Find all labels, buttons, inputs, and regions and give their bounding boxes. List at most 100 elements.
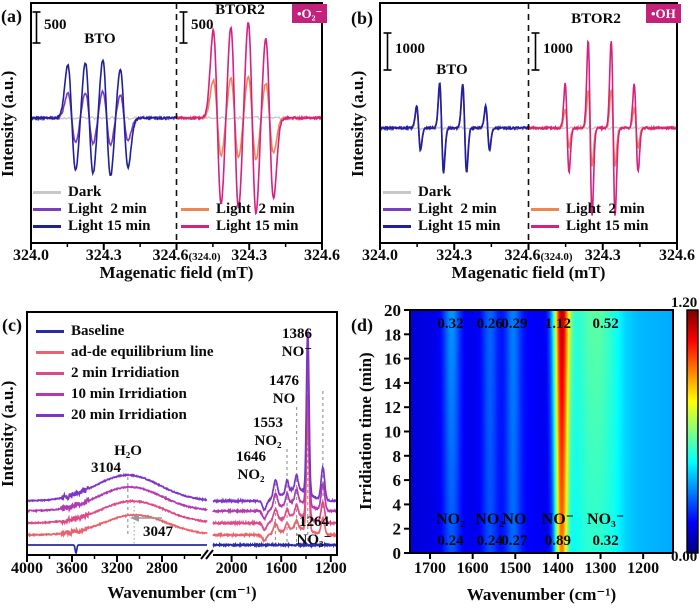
x-axis-label-a: Magenatic field (mT) bbox=[99, 263, 254, 282]
scale-bar-value-b-left: 1000 bbox=[395, 41, 425, 57]
material-label-bto-b: BTO bbox=[436, 62, 468, 78]
radical-badge-hydroxyl: •OH bbox=[646, 4, 681, 23]
heatmap-species-label: NO bbox=[502, 511, 526, 528]
legend-a-bto: Dark Light 2 min Light 15 min bbox=[33, 184, 151, 235]
legend-row: 2 min Irridiation bbox=[36, 363, 214, 384]
heatmap-value-bottom: 0.24 bbox=[477, 533, 504, 549]
panel-tag-a: (a) bbox=[1, 6, 22, 26]
x-tick-label: 324.3 bbox=[585, 247, 621, 264]
ftir-curve-right bbox=[212, 541, 337, 549]
heatmap-value-top: 0.32 bbox=[437, 316, 463, 332]
legend-label: Light 2 min bbox=[68, 201, 147, 217]
x-tick-label: 4000 bbox=[11, 560, 43, 577]
peak-annotation-wavenumber: 1646 bbox=[236, 449, 267, 465]
peak-annotation-species: NO bbox=[273, 391, 296, 407]
legend-row: Dark bbox=[383, 184, 501, 201]
x-tick-label: 324.0 bbox=[13, 247, 49, 264]
axis-break-slash bbox=[200, 549, 209, 560]
x-tick-label: 1600 bbox=[265, 560, 297, 577]
legend-row: Baseline bbox=[36, 321, 214, 342]
heatmap-species-label: NO₂ bbox=[475, 511, 504, 528]
legend-b-btor2: Light 2 min Light 15 min bbox=[531, 201, 649, 235]
panel-tag-b: (b) bbox=[351, 8, 373, 28]
y-axis-label-c: Intensity (a.u.) bbox=[0, 380, 17, 487]
x-tick-label: 1500 bbox=[499, 560, 531, 577]
y-tick-label: 18 bbox=[384, 325, 401, 344]
legend-label: Light 2 min bbox=[216, 201, 295, 217]
material-label-bto-a: BTO bbox=[84, 31, 116, 47]
legend-label: Dark bbox=[418, 184, 452, 200]
legend-label: Light 15 min bbox=[68, 218, 151, 234]
legend-label: Light 15 min bbox=[418, 218, 501, 234]
ftir-curve-left bbox=[27, 513, 208, 538]
legend-label: Dark bbox=[68, 184, 102, 200]
legend-row: Light 2 min bbox=[531, 201, 649, 218]
ftir-plot-c: 4000 3600 3200 2800 2000 1600 1200 1386 NO⁻ 1476 N… bbox=[11, 311, 347, 577]
panel-d-heatmap: 0 2 4 6 8 10 12 14 16 18 20 1700 1600 1500 1400 1300 120… bbox=[350, 295, 700, 610]
y-axis-label-a: Intensity (a.u.) bbox=[0, 70, 17, 177]
legend-row: 10 min Irridiation bbox=[36, 384, 214, 405]
ftir-curve-right bbox=[212, 363, 337, 522]
legend-line-sample bbox=[36, 330, 64, 333]
x-tick-inset: (324.0) bbox=[189, 251, 221, 263]
heatmap-value-bottom: 0.32 bbox=[593, 533, 619, 549]
legend-line-sample bbox=[383, 208, 411, 211]
legend-line-sample bbox=[531, 208, 559, 211]
x-tick-label: 1200 bbox=[315, 560, 347, 577]
scale-bar-value-b-right: 1000 bbox=[543, 41, 573, 57]
x-axis-label-d: Wavenumber (cm⁻¹) bbox=[466, 585, 617, 604]
legend-label: Light 15 min bbox=[566, 218, 649, 234]
ftir-curve-right bbox=[212, 394, 337, 532]
legend-line-sample bbox=[33, 208, 61, 211]
water-annotation-species: H₂O bbox=[114, 443, 142, 459]
peak-annotation-species: NO₂ bbox=[238, 467, 266, 483]
x-tick-label: 2800 bbox=[146, 560, 178, 577]
scale-bar-value-a-left: 500 bbox=[44, 17, 67, 33]
x-tick-label: 324.6 bbox=[659, 247, 695, 264]
legend-line-sample bbox=[33, 225, 61, 228]
x-tick-label: 1200 bbox=[627, 560, 659, 577]
colorbar-min-label: 0.00 bbox=[671, 549, 698, 565]
y-tick-label: 12 bbox=[384, 398, 401, 417]
legend-label: 20 min Irridiation bbox=[71, 407, 187, 423]
legend-a-btor2: Light 2 min Light 15 min bbox=[181, 201, 299, 235]
y-tick-label: 16 bbox=[384, 350, 401, 369]
peak-annotation-wavenumber: 1264 bbox=[299, 514, 330, 530]
legend-label: Baseline bbox=[71, 323, 125, 339]
legend-b-bto: Dark Light 2 min Light 15 min bbox=[383, 184, 501, 235]
legend-line-sample bbox=[531, 225, 559, 228]
y-tick-label: 14 bbox=[384, 374, 402, 393]
peak-annotation-wavenumber: 1553 bbox=[253, 415, 283, 431]
heatmap-species-label: NO₂ bbox=[436, 511, 465, 528]
legend-row: Light 15 min bbox=[531, 218, 649, 235]
legend-row: Light 15 min bbox=[383, 218, 501, 235]
colorbar-max-label: 1.20 bbox=[671, 295, 698, 311]
x-tick-label: 1400 bbox=[542, 560, 574, 577]
heatmap-overlay: 0 2 4 6 8 10 12 14 16 18 20 1700 1600 1500 1400 1300 120… bbox=[384, 301, 699, 577]
x-tick-label: 2000 bbox=[216, 560, 248, 577]
panel-tag-d: (d) bbox=[351, 315, 373, 335]
peak-annotation-wavenumber: 1386 bbox=[282, 326, 313, 342]
x-tick-inset: (324.0) bbox=[541, 251, 573, 263]
x-tick-label: 324.3 bbox=[436, 247, 472, 264]
legend-row: Light 2 min bbox=[383, 201, 501, 218]
ftir-curve-right bbox=[212, 417, 337, 543]
y-tick-label: 0 bbox=[393, 544, 402, 563]
peak-annotation-wavenumber: 1476 bbox=[269, 373, 300, 389]
x-tick-label: 3200 bbox=[101, 560, 133, 577]
heatmap-value-top: 0.52 bbox=[593, 316, 619, 332]
axis-break-mask bbox=[201, 550, 213, 560]
y-tick-label: 4 bbox=[393, 495, 402, 514]
heatmap-value-top: 0.29 bbox=[501, 316, 527, 332]
legend-label: 10 min Irridiation bbox=[71, 386, 187, 402]
ftir-curve-left bbox=[27, 498, 208, 527]
x-tick-label: 324.0 bbox=[362, 247, 398, 264]
legend-line-sample bbox=[383, 225, 411, 228]
legend-line-sample bbox=[33, 191, 61, 194]
y-tick-label: 2 bbox=[393, 520, 402, 539]
heatmap-value-top: 0.26 bbox=[477, 316, 504, 332]
x-tick-label: 324.6(324.0) bbox=[505, 247, 573, 264]
legend-line-sample bbox=[181, 208, 209, 211]
legend-row: ad-de equilibrium line bbox=[36, 342, 214, 363]
